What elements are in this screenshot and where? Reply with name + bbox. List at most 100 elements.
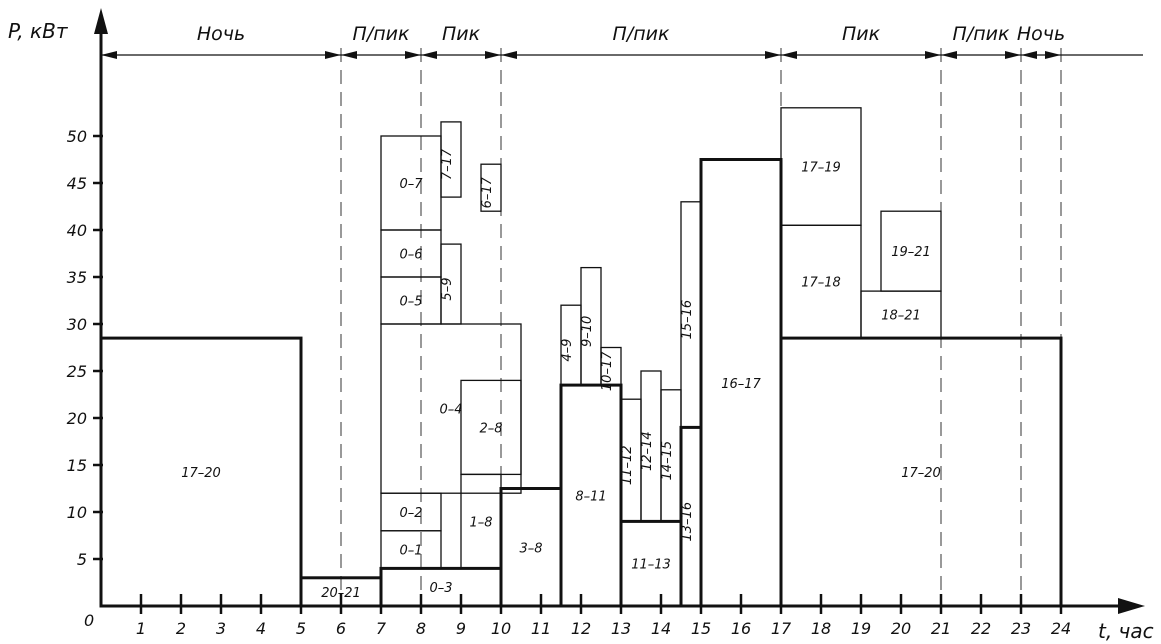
x-tick-label: 1 bbox=[136, 619, 146, 638]
x-tick-label: 16 bbox=[731, 619, 751, 638]
load-segment-label: 11–13 bbox=[631, 558, 671, 573]
load-segment-label: 17–20 bbox=[901, 466, 941, 481]
zone-label: Пик bbox=[842, 23, 881, 45]
zone-label: Ночь bbox=[1017, 23, 1065, 45]
x-tick-label: 7 bbox=[376, 619, 387, 638]
y-tick-label: 25 bbox=[67, 362, 87, 381]
zone-arrow-start bbox=[101, 51, 117, 59]
load-segment-label: 0–6 bbox=[399, 248, 422, 263]
zone-arrow-start bbox=[1021, 51, 1037, 59]
x-tick-label: 4 bbox=[256, 619, 266, 638]
zone-arrow-end bbox=[485, 51, 501, 59]
load-segment-label: 17–18 bbox=[801, 276, 841, 291]
y-tick-label: 30 bbox=[67, 315, 87, 334]
zone-arrow-end bbox=[1005, 51, 1021, 59]
x-tick-label: 11 bbox=[531, 619, 551, 638]
y-tick-label: 5 bbox=[77, 550, 87, 569]
load-segment-label: 18–21 bbox=[881, 309, 921, 324]
load-segment-label: 3–8 bbox=[519, 541, 542, 556]
x-tick-label: 22 bbox=[971, 619, 991, 638]
load-segment-label: 11–12 bbox=[620, 446, 635, 486]
x-tick-label: 3 bbox=[216, 619, 226, 638]
y-tick-label: 40 bbox=[67, 221, 87, 240]
x-tick-label: 15 bbox=[691, 619, 711, 638]
load-segment-bar bbox=[480, 163, 502, 212]
x-tick-label: 9 bbox=[456, 619, 466, 638]
load-segment-label: 9–10 bbox=[580, 316, 595, 347]
load-segment-label: 6–17 bbox=[480, 176, 495, 208]
x-tick-label: 18 bbox=[811, 619, 831, 638]
x-tick-label: 20 bbox=[891, 619, 911, 638]
load-segment-label: 0–5 bbox=[399, 295, 422, 310]
zone-arrow-end bbox=[1045, 51, 1061, 59]
x-tick-label: 6 bbox=[336, 619, 346, 638]
load-segment-label: 5–9 bbox=[440, 278, 455, 301]
x-tick-label: 23 bbox=[1011, 619, 1031, 638]
load-segment-label: 13–16 bbox=[680, 502, 695, 542]
load-segment-bar bbox=[440, 243, 462, 325]
origin-label: 0 bbox=[84, 611, 94, 630]
load-segment-label: 14–15 bbox=[660, 441, 675, 481]
y-tick-label: 20 bbox=[67, 409, 87, 428]
load-segment-label: 17–20 bbox=[181, 466, 221, 481]
x-tick-label: 8 bbox=[416, 619, 426, 638]
load-segment-label: 15–16 bbox=[680, 300, 695, 340]
zone-arrow-start bbox=[341, 51, 357, 59]
x-tick-label: 12 bbox=[571, 619, 591, 638]
zone-arrow-start bbox=[501, 51, 517, 59]
load-segment-label: 12–14 bbox=[640, 431, 655, 471]
load-segment-label: 19–21 bbox=[891, 245, 931, 260]
y-axis-title: P, кВт bbox=[8, 19, 69, 43]
y-tick-label: 35 bbox=[67, 268, 87, 287]
zone-arrow-end bbox=[765, 51, 781, 59]
load-segment-label: 2–8 bbox=[479, 421, 502, 436]
zone-arrow-start bbox=[781, 51, 797, 59]
x-tick-label: 24 bbox=[1051, 619, 1071, 638]
load-segment-label: 4–9 bbox=[560, 339, 575, 362]
load-segment-bar bbox=[440, 121, 462, 198]
x-tick-label: 14 bbox=[651, 619, 671, 638]
y-tick-label: 50 bbox=[67, 127, 87, 146]
x-tick-label: 10 bbox=[491, 619, 511, 638]
load-segment-label: 0–3 bbox=[429, 581, 452, 596]
load-segment-label: 0–7 bbox=[399, 177, 423, 192]
ticks: 1 2 3 4 5 6 7 8 9 10 11 12 13 14 15 16 17 18 19 20 21 22 23 245… bbox=[67, 127, 1072, 638]
zone-label: П/пик bbox=[613, 23, 670, 45]
zone-label: П/пик bbox=[953, 23, 1010, 45]
load-segment-bar bbox=[600, 346, 622, 386]
zone-arrow-start bbox=[421, 51, 437, 59]
zone-label: П/пик bbox=[353, 23, 410, 45]
x-tick-label: 17 bbox=[771, 619, 792, 638]
zone-arrow-end bbox=[325, 51, 341, 59]
load-segment-label: 0–2 bbox=[399, 506, 422, 521]
x-axis-title: t, час bbox=[1098, 619, 1154, 643]
load-segment-bar bbox=[580, 266, 602, 386]
y-tick-label: 15 bbox=[67, 456, 87, 475]
y-tick-label: 45 bbox=[67, 174, 87, 193]
zone-label: Ночь bbox=[197, 23, 245, 45]
load-segment-label: 0–4 bbox=[439, 403, 462, 418]
load-segment-label: 0–1 bbox=[399, 544, 422, 559]
load-segment-label: 8–11 bbox=[575, 490, 606, 505]
axes: P, кВт t, час 0 bbox=[8, 8, 1154, 643]
y-axis-arrow bbox=[94, 8, 108, 34]
zone-arrow-start bbox=[941, 51, 957, 59]
zone-arrow-end bbox=[925, 51, 941, 59]
load-segment-label: 20–21 bbox=[321, 586, 361, 601]
x-tick-label: 2 bbox=[176, 619, 186, 638]
load-segment-bar bbox=[780, 107, 862, 226]
zone-label: Пик bbox=[442, 23, 481, 45]
zone-arrow-end bbox=[405, 51, 421, 59]
x-axis-arrow bbox=[1118, 598, 1145, 614]
x-tick-label: 21 bbox=[931, 619, 951, 638]
load-segment-label: 7–17 bbox=[440, 148, 455, 180]
load-segment-label: 1–8 bbox=[469, 515, 492, 530]
load-segment-label: 10–17 bbox=[600, 351, 615, 391]
y-tick-label: 10 bbox=[67, 503, 87, 522]
x-tick-label: 5 bbox=[296, 619, 306, 638]
x-tick-label: 19 bbox=[851, 619, 871, 638]
x-tick-label: 13 bbox=[611, 619, 631, 638]
load-segments: 17–20 20–21 0–3 0–1 0–2 1–8 2–8 3–8 0–4 0–5 0–6 0–7… bbox=[99, 107, 1063, 608]
load-segment-label: 16–17 bbox=[721, 377, 761, 392]
